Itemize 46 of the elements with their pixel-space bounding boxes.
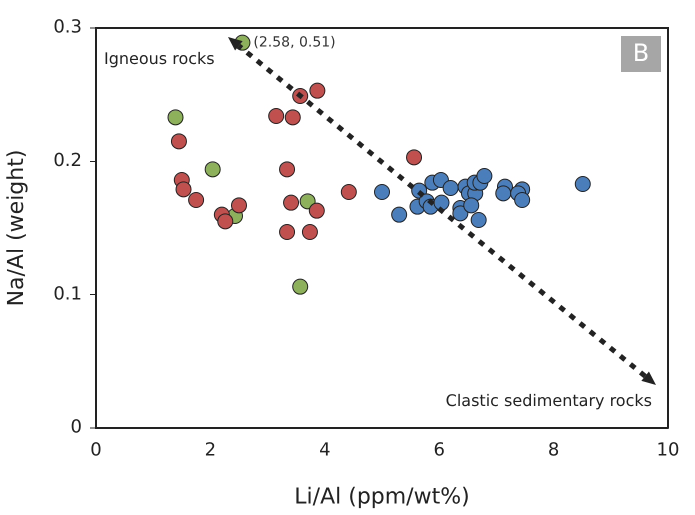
point: [391, 206, 408, 223]
point: [574, 176, 591, 192]
point: [279, 161, 296, 178]
point: [302, 224, 318, 240]
point: [217, 213, 234, 230]
point: [170, 133, 187, 150]
annotation: Clastic sedimentary rocks: [446, 391, 652, 410]
point: [308, 202, 325, 219]
point: [495, 185, 512, 202]
point: [514, 192, 530, 208]
x-tick-label: 6: [433, 439, 445, 460]
x-tick-label: 4: [319, 439, 331, 460]
point: [268, 108, 284, 124]
point: [176, 181, 192, 198]
point: [283, 194, 300, 211]
point: [168, 109, 184, 126]
x-tick-label: 10: [656, 439, 680, 460]
point: [470, 212, 487, 228]
point: [309, 82, 326, 99]
x-tick-label: 2: [204, 439, 216, 460]
point: [452, 205, 468, 222]
point: [292, 278, 308, 295]
x-tick-label: 0: [90, 439, 102, 460]
point: [463, 197, 480, 214]
point: [433, 194, 450, 211]
point: [284, 109, 301, 126]
point: [406, 149, 422, 166]
x-tick-label: 8: [548, 439, 560, 460]
point: [374, 184, 390, 200]
annotation: B: [632, 39, 650, 68]
point: [231, 197, 247, 214]
point: [340, 184, 357, 200]
annotation: (2.58, 0.51): [253, 34, 336, 50]
y-tick-label: 0: [70, 416, 82, 438]
y-tick-label: 0.2: [53, 150, 82, 172]
y-tick-label: 0.1: [53, 283, 82, 304]
point: [476, 168, 492, 184]
point: [188, 192, 204, 208]
point: [279, 224, 296, 240]
y-tick-label: 0.3: [53, 16, 82, 38]
x-axis-title: Li/Al (ppm/wt%): [294, 484, 470, 510]
y-axis-title: Na/Al (weight): [4, 150, 29, 306]
annotation: Igneous rocks: [104, 49, 215, 68]
point: [300, 193, 316, 210]
point: [204, 161, 221, 178]
point: [442, 180, 459, 196]
